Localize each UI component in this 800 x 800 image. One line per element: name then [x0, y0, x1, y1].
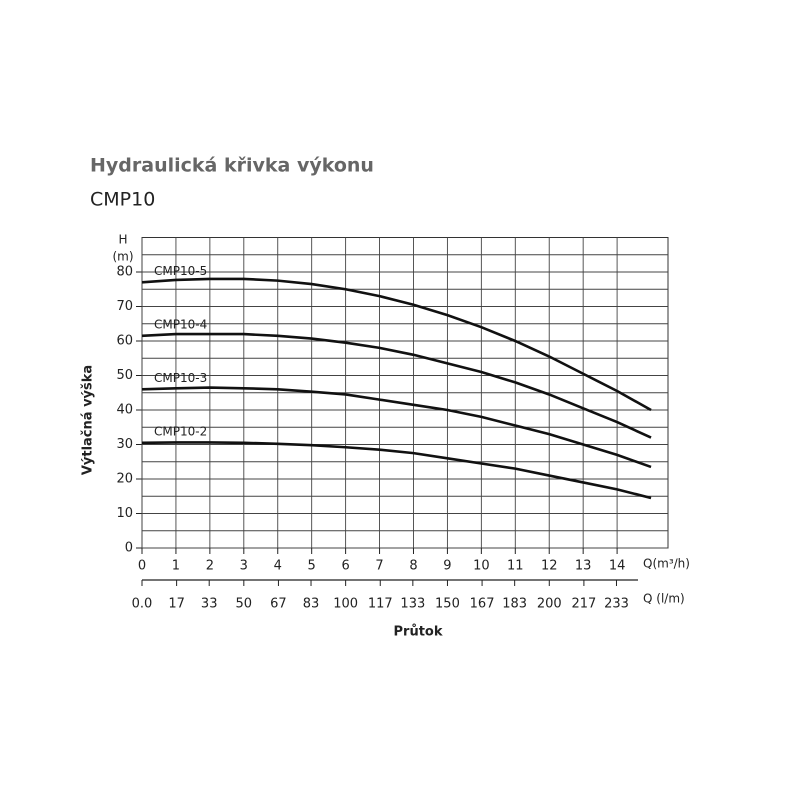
- y-tick-label: 50: [116, 368, 133, 383]
- x2-tick-label: 67: [270, 597, 287, 612]
- x-tick-label: 4: [274, 559, 282, 574]
- x2-tick-label: 17: [168, 597, 185, 612]
- x2-tick-label: 133: [400, 597, 425, 612]
- curve: [141, 332, 652, 439]
- x-tick-label: 14: [609, 559, 626, 574]
- x2-tick-label: 200: [537, 597, 562, 612]
- y-tick-label: 60: [116, 334, 133, 349]
- y-tick-label: 70: [116, 299, 133, 314]
- y-axis-label: Výtlačná výška: [81, 365, 96, 475]
- x-tick-label: 10: [473, 559, 490, 574]
- chart-subtitle: CMP10: [90, 189, 155, 211]
- x2-tick-label: 217: [571, 597, 596, 612]
- x-tick-label: 2: [206, 559, 214, 574]
- x-tick-label: 6: [341, 559, 349, 574]
- x2-tick-label: 83: [303, 597, 320, 612]
- x-tick-label: 5: [308, 559, 316, 574]
- x2-tick-label: 150: [435, 597, 460, 612]
- x2-tick-label: 183: [502, 597, 527, 612]
- y-tick-label: 10: [116, 506, 133, 521]
- x-tick-label: 8: [409, 559, 417, 574]
- series-label: CMP10-3: [154, 371, 207, 385]
- x2-tick-label: 117: [368, 597, 393, 612]
- x-tick-label: 7: [375, 559, 383, 574]
- y-tick-label: 30: [116, 437, 133, 452]
- curve: [141, 277, 652, 412]
- chart-title: Hydraulická křivka výkonu: [90, 155, 374, 177]
- x-tick-label: 11: [507, 559, 524, 574]
- x-tick-label: 12: [541, 559, 558, 574]
- x-axis-label: Průtok: [394, 625, 443, 640]
- series-label: CMP10-4: [154, 317, 207, 331]
- y-unit: H: [118, 233, 127, 247]
- series-label: CMP10-5: [154, 264, 207, 278]
- y-tick-label: 80: [116, 265, 133, 280]
- y-unit: (m): [112, 250, 133, 264]
- curve: [141, 441, 652, 500]
- x2-tick-label: 100: [333, 597, 358, 612]
- curve: [141, 386, 652, 469]
- x2-unit: Q (l/m): [643, 592, 685, 606]
- x2-tick-label: 50: [236, 597, 253, 612]
- x-tick-label: 13: [575, 559, 592, 574]
- x2-tick-label: 33: [201, 597, 218, 612]
- x-unit: Q(m³/h): [643, 557, 690, 571]
- x2-tick-label: 167: [470, 597, 495, 612]
- x2-tick-label: 0.0: [132, 597, 153, 612]
- x-tick-label: 0: [138, 559, 146, 574]
- x-tick-label: 1: [172, 559, 180, 574]
- y-tick-label: 40: [116, 403, 133, 418]
- y-tick-label: 20: [116, 472, 133, 487]
- y-tick-label: 0: [125, 541, 133, 556]
- series-label: CMP10-2: [154, 424, 207, 438]
- x-tick-label: 3: [240, 559, 248, 574]
- x2-tick-label: 233: [604, 597, 629, 612]
- x-tick-label: 9: [443, 559, 451, 574]
